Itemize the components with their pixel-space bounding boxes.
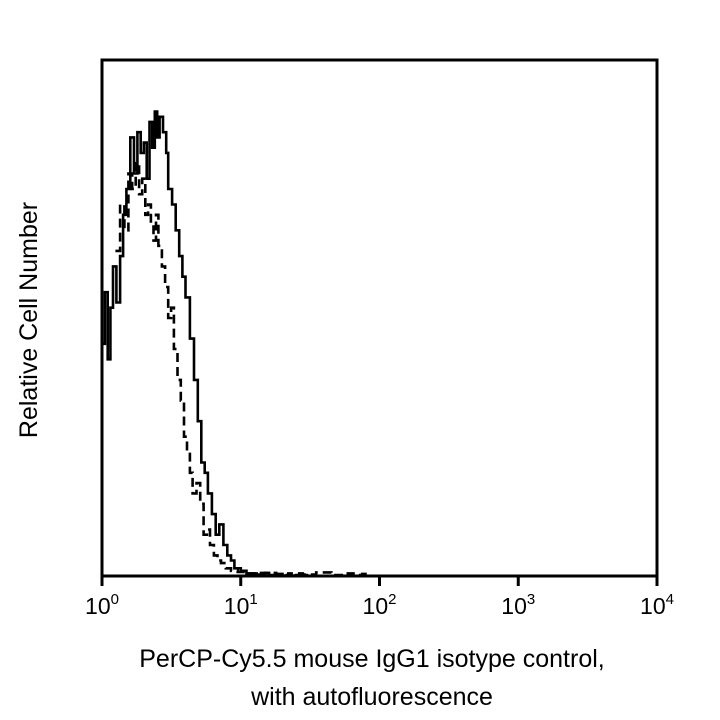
- series-line-2: [115, 161, 371, 577]
- x-tick-label: 104: [640, 591, 674, 619]
- x-tick-label: 103: [501, 591, 535, 619]
- x-tick-label: 100: [85, 591, 119, 619]
- x-tick-label: 101: [224, 591, 258, 619]
- plot-frame: [100, 58, 659, 578]
- x-axis-ticks: 100 101 102 103 104: [85, 576, 674, 619]
- x-axis-title-line1: PerCP-Cy5.5 mouse IgG1 isotype control,: [139, 645, 604, 673]
- plot-area: [102, 110, 371, 577]
- x-axis-title-line2: with autofluorescence: [250, 683, 493, 711]
- x-tick-label: 102: [363, 591, 397, 619]
- y-axis-title: Relative Cell Number: [15, 202, 43, 438]
